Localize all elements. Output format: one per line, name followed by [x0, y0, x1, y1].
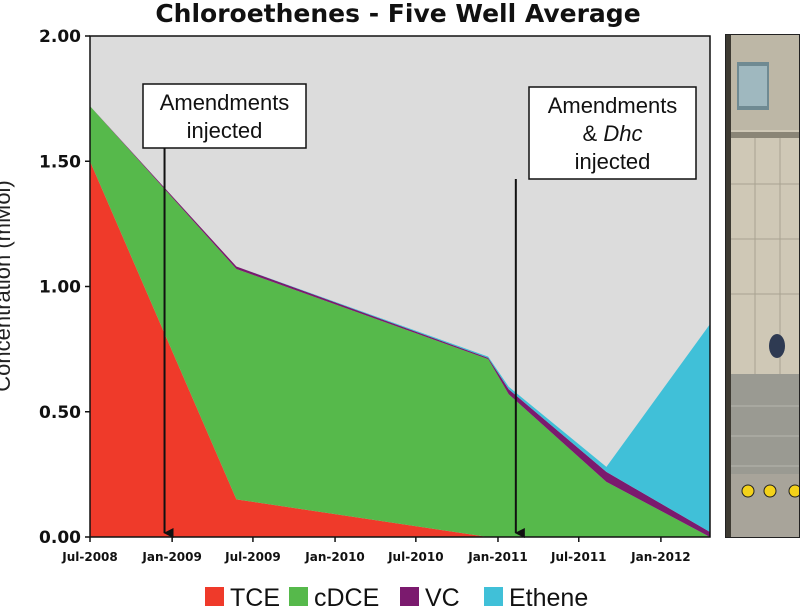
x-tick-label: Jan-2009 [141, 550, 201, 564]
area-cdce [90, 106, 710, 537]
x-axis-ticks: Jul-2008 Jan-2009 Jul-2009 Jan-2010 Jul-2010… [61, 537, 691, 564]
annotation-2: Amendments & Dhc injected [514, 86, 697, 538]
annotation-text: Amendments [160, 90, 290, 115]
aerial-photo-image [725, 34, 800, 538]
annotation-text: Amendments [548, 93, 678, 118]
annotation-1: Amendments injected [142, 83, 307, 538]
legend-swatch [400, 587, 419, 606]
legend-item-vc: VC [400, 584, 460, 608]
y-tick-label: 0.00 [39, 528, 81, 548]
y-tick-label: 1.50 [39, 152, 81, 172]
y-tick-label: 1.00 [39, 278, 81, 298]
x-tick-label: Jan-2012 [630, 550, 690, 564]
x-tick-label: Jul-2010 [387, 550, 444, 564]
legend-swatch [484, 587, 503, 606]
aerial-photo [725, 34, 800, 538]
legend-label: Ethene [509, 584, 588, 608]
legend-swatch [289, 587, 308, 606]
y-tick-label: 0.50 [39, 403, 81, 423]
legend-item-tce: TCE [205, 584, 280, 608]
legend-label: TCE [230, 584, 280, 608]
annotation-box [528, 86, 697, 180]
annotations: Amendments injected Amendments & Dhc injecte… [142, 83, 697, 538]
area-layers [90, 106, 710, 538]
x-tick-label: Jan-2011 [467, 550, 527, 564]
annotation-text: injected [575, 149, 651, 174]
x-tick-label: Jul-2009 [224, 550, 281, 564]
x-tick-label: Jan-2010 [304, 550, 364, 564]
legend: TCE cDCE VC Ethene [205, 584, 588, 608]
annotation-text: & Dhc [583, 121, 643, 146]
chart-title: Chloroethenes - Five Well Average [155, 0, 640, 28]
legend-label: VC [425, 584, 460, 608]
area-ethene [90, 106, 710, 532]
x-tick-label: Jul-2011 [550, 550, 607, 564]
legend-swatch [205, 587, 224, 606]
y-axis-label: Concentration (mMol) [0, 180, 15, 392]
area-vc [90, 106, 710, 537]
annotation-box [142, 83, 307, 149]
legend-label: cDCE [314, 584, 379, 608]
annotation-text: injected [187, 118, 263, 143]
x-tick-label: Jul-2008 [61, 550, 118, 564]
y-tick-label: 2.00 [39, 27, 81, 47]
y-axis-ticks: 0.00 0.50 1.00 1.50 2.00 [39, 27, 90, 548]
area-tce [90, 161, 710, 538]
legend-item-cdce: cDCE [289, 584, 379, 608]
legend-item-ethene: Ethene [484, 584, 588, 608]
